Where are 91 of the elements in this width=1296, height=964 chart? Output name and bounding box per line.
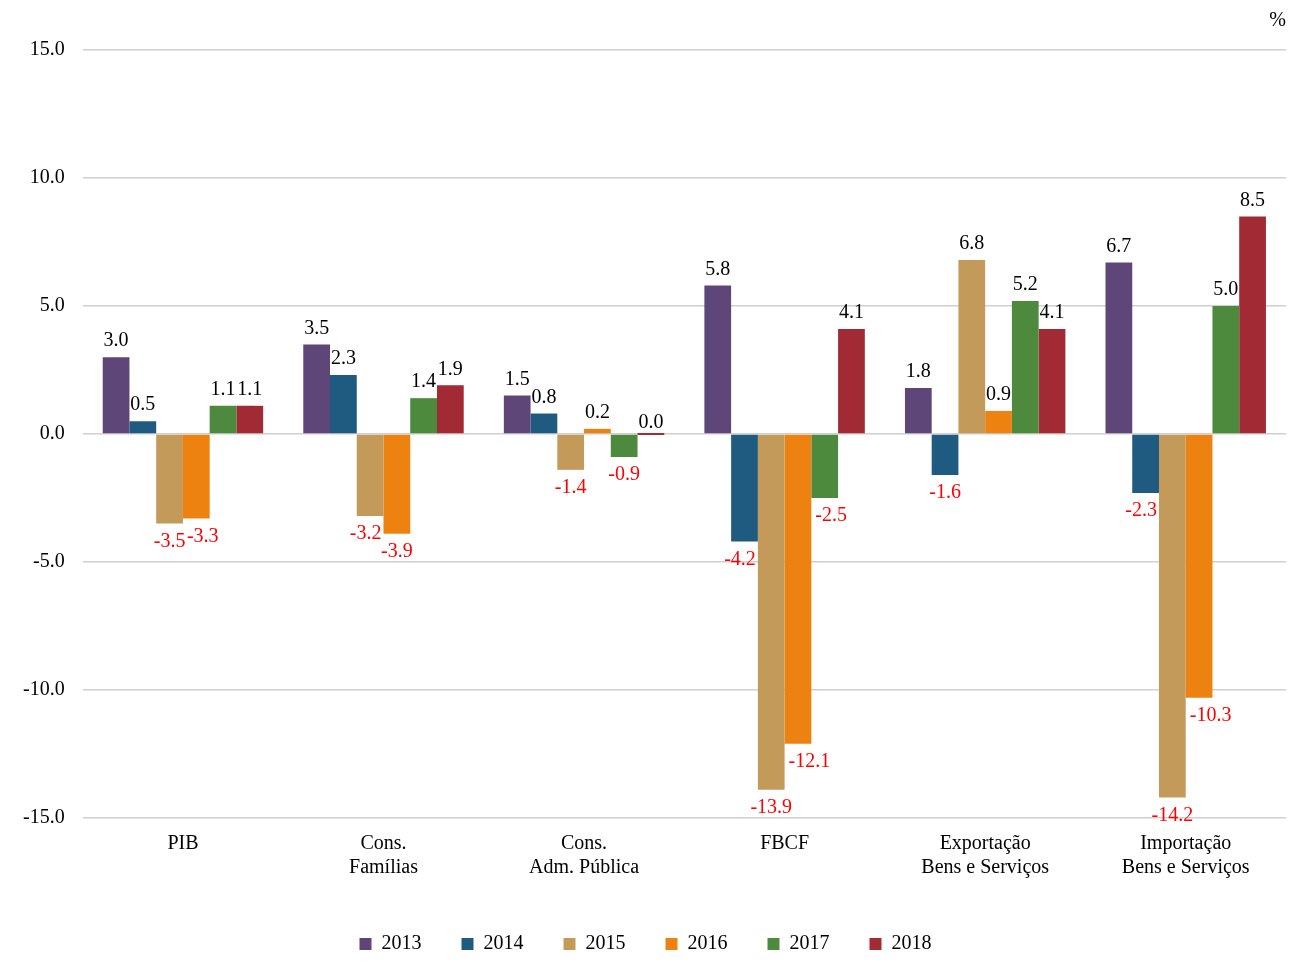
bar <box>156 434 183 524</box>
bar <box>784 434 812 744</box>
data-label: -14.2 <box>1151 802 1194 825</box>
data-label: -12.1 <box>788 749 831 772</box>
data-label: -1.4 <box>554 475 587 498</box>
legend-label: 2018 <box>891 931 932 954</box>
data-label: -2.5 <box>815 503 848 526</box>
data-label: 5.0 <box>1213 277 1239 300</box>
bar <box>985 410 1012 434</box>
legend-label: 2015 <box>585 931 626 954</box>
y-tick-label: 0.0 <box>39 421 65 444</box>
bar <box>356 434 384 516</box>
data-label: 5.8 <box>705 256 731 279</box>
data-label: 6.8 <box>959 231 985 254</box>
bar <box>209 405 237 434</box>
data-label: -3.2 <box>349 521 382 544</box>
y-tick-label: -10.0 <box>22 677 65 700</box>
x-tick-label: FBCF <box>760 831 810 854</box>
data-label: 4.1 <box>838 300 864 323</box>
data-label: 1.1 <box>210 377 236 400</box>
data-label: 6.7 <box>1106 233 1132 256</box>
bar <box>584 428 611 434</box>
bar <box>182 434 210 519</box>
bar <box>958 259 986 434</box>
data-label: -3.5 <box>153 528 186 551</box>
data-label: 1.4 <box>411 369 437 392</box>
bar <box>1212 306 1240 434</box>
data-label: -0.9 <box>608 462 640 485</box>
x-tick-label: Exportação Bens e Serviços <box>921 831 1050 879</box>
bar <box>757 434 785 790</box>
data-label: 3.5 <box>304 315 330 338</box>
x-tick-label: PIB <box>167 831 199 854</box>
bar <box>1038 329 1066 434</box>
legend-label: 2014 <box>483 931 524 954</box>
bar <box>610 434 638 458</box>
bar <box>303 344 331 434</box>
data-label: -13.9 <box>750 795 793 818</box>
x-tick-label: Cons. Famílias <box>349 831 419 878</box>
y-tick-label: 15.0 <box>29 37 65 60</box>
bar <box>236 405 264 434</box>
data-label: 2.3 <box>330 346 356 369</box>
legend-label: 2013 <box>381 931 422 954</box>
bar <box>503 395 531 434</box>
bar <box>383 434 411 534</box>
bar <box>410 398 437 434</box>
data-label: -1.6 <box>929 480 961 503</box>
bar <box>102 357 130 434</box>
data-label: 8.5 <box>1240 187 1266 210</box>
bar <box>704 285 732 434</box>
bar <box>1105 262 1133 434</box>
bar <box>904 387 932 434</box>
bar <box>931 434 959 475</box>
bar <box>731 434 758 542</box>
bar <box>838 329 865 434</box>
bar <box>1158 434 1186 798</box>
data-label: -4.2 <box>724 546 756 569</box>
legend-label: 2017 <box>789 931 830 954</box>
data-label: 1.9 <box>437 356 463 379</box>
bar <box>436 385 464 434</box>
y-tick-label: 10.0 <box>29 165 65 188</box>
data-label: 0.0 <box>638 410 664 433</box>
data-label: 0.5 <box>130 392 156 415</box>
y-axis-title: % <box>1269 8 1286 31</box>
bar <box>1185 434 1213 698</box>
legend-label: 2016 <box>687 931 728 954</box>
data-label: 1.5 <box>504 366 530 389</box>
bar <box>1239 216 1266 434</box>
data-label: 1.1 <box>237 377 263 400</box>
bar <box>1132 434 1159 493</box>
data-label: -3.9 <box>381 539 413 562</box>
y-tick-label: 5.0 <box>39 293 65 316</box>
bar <box>811 434 839 498</box>
data-label: 3.0 <box>103 328 129 351</box>
data-label: 1.8 <box>905 359 931 382</box>
data-label: 4.1 <box>1039 300 1065 323</box>
data-label: -2.3 <box>1125 498 1157 521</box>
bar <box>330 375 357 434</box>
bar <box>557 434 585 470</box>
data-label: -3.3 <box>186 523 219 546</box>
bar <box>1011 300 1039 434</box>
data-label: 5.2 <box>1012 272 1038 295</box>
x-tick-label: Cons. Adm. Pública <box>529 831 640 878</box>
x-tick-label: Importação Bens e Serviços <box>1121 831 1250 879</box>
data-label: 0.8 <box>531 384 557 407</box>
data-label: 0.9 <box>986 382 1012 405</box>
y-tick-label: -15.0 <box>22 805 65 828</box>
data-label: 0.2 <box>584 400 610 423</box>
bar <box>129 421 157 434</box>
data-label: -10.3 <box>1189 702 1232 725</box>
y-tick-label: -5.0 <box>32 549 65 572</box>
bar <box>530 413 558 434</box>
